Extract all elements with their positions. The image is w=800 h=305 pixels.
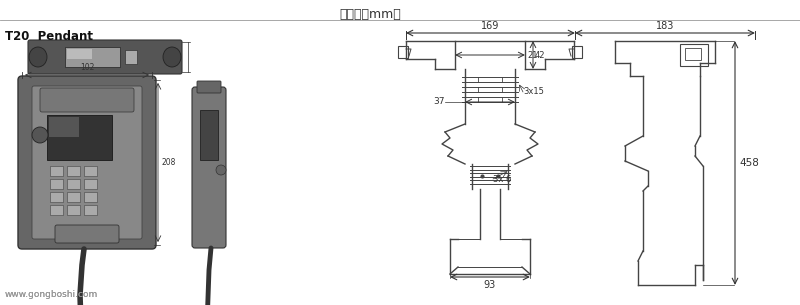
Text: 169: 169 — [482, 21, 500, 31]
Text: 208: 208 — [161, 158, 175, 167]
Bar — [49, 117, 79, 137]
Bar — [125, 50, 137, 64]
FancyBboxPatch shape — [40, 88, 134, 112]
Circle shape — [32, 127, 48, 143]
Text: 93: 93 — [484, 280, 496, 290]
Bar — [67, 166, 80, 176]
Bar — [84, 166, 97, 176]
Ellipse shape — [163, 47, 181, 67]
Bar — [84, 192, 97, 202]
Text: （单位：mm）: （单位：mm） — [339, 8, 401, 21]
Bar — [84, 205, 97, 215]
Bar — [50, 192, 63, 202]
Bar — [680, 44, 708, 66]
Text: 3x 6: 3x 6 — [493, 174, 511, 184]
Bar — [84, 179, 97, 189]
Text: 102: 102 — [80, 63, 94, 72]
Bar — [47, 115, 112, 160]
Bar — [50, 205, 63, 215]
Ellipse shape — [29, 47, 47, 67]
Ellipse shape — [216, 165, 226, 175]
FancyBboxPatch shape — [28, 40, 182, 74]
Text: www.gongboshi.com: www.gongboshi.com — [5, 290, 98, 299]
Bar — [398, 46, 408, 58]
Text: www.gongboshi.com: www.gongboshi.com — [5, 290, 98, 299]
Bar — [572, 46, 582, 58]
FancyBboxPatch shape — [18, 76, 156, 249]
Bar — [67, 192, 80, 202]
Bar — [50, 179, 63, 189]
Text: 183: 183 — [656, 21, 674, 31]
FancyBboxPatch shape — [55, 225, 119, 243]
Bar — [67, 49, 92, 59]
Text: T20  Pendant: T20 Pendant — [5, 30, 93, 43]
FancyBboxPatch shape — [32, 86, 142, 239]
Bar — [65, 47, 120, 67]
FancyBboxPatch shape — [192, 87, 226, 248]
Bar — [200, 110, 218, 160]
Bar — [67, 179, 80, 189]
Bar — [685, 48, 701, 60]
FancyBboxPatch shape — [197, 81, 221, 93]
Text: 458: 458 — [739, 158, 759, 168]
Text: 21: 21 — [527, 51, 538, 59]
Bar — [67, 205, 80, 215]
Text: 37: 37 — [434, 98, 445, 106]
Text: 42: 42 — [535, 51, 546, 59]
Bar — [50, 166, 63, 176]
Text: 3x15: 3x15 — [523, 88, 544, 96]
